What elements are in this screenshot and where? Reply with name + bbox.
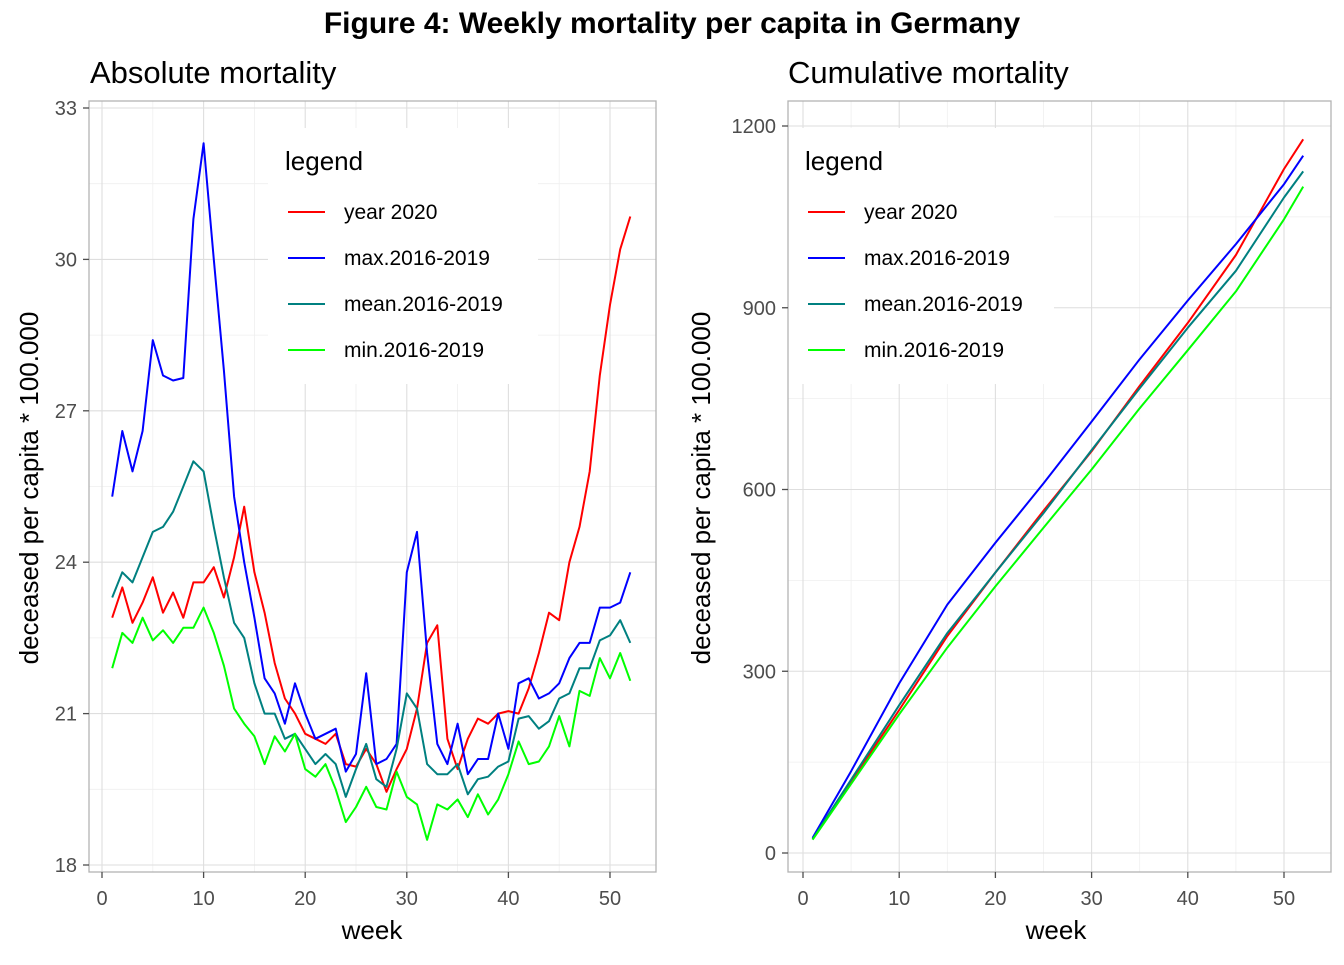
cumulative-axes: 0 10 20 30 40 50 0 300 600 900 1200 [732,100,1332,910]
absolute-series-mean-2016-2019 [111,460,632,798]
absolute-series-layer [111,142,632,841]
cumulative-legend-label-mean-2016-2019: mean.2016-2019 [864,293,1023,316]
absolute-mortality-title: Absolute mortality [90,55,337,90]
absolute-series-min-2016-2019 [111,606,632,841]
cumulative-grid [788,101,1331,872]
cumulative-legend-label-max-2016-2019: max.2016-2019 [864,247,1010,270]
absolute-legend-label-min-2016-2019: min.2016-2019 [344,339,484,362]
cumulative-legend-background [788,128,1054,384]
absolute-y-tick-label: 27 [55,401,77,423]
cumulative-series-mean-2016-2019 [811,170,1305,840]
absolute-mortality-panel: Absolute mortality legend year 2020 max.20… [14,55,657,945]
cumulative-x-tick-label: 50 [1273,888,1295,910]
cumulative-series-layer [811,138,1305,841]
cumulative-y-tick-label: 300 [743,661,776,683]
figure-title: Figure 4: Weekly mortality per capita in… [324,7,1021,40]
absolute-legend-background [268,128,538,384]
cumulative-x-axis-label: week [1025,915,1088,945]
cumulative-series-min-2016-2019 [811,186,1305,841]
cumulative-x-tick-label: 40 [1177,888,1199,910]
cumulative-y-tick-label: 900 [743,298,776,320]
cumulative-legend-label-min-2016-2019: min.2016-2019 [864,339,1004,362]
absolute-series-year-2020 [111,216,632,793]
cumulative-y-tick-label: 600 [743,480,776,502]
cumulative-y-tick-label: 1200 [732,116,777,138]
absolute-legend: legend year 2020 max.2016-2019 mean.2016-20… [268,128,538,384]
cumulative-y-tick-label: 0 [765,843,776,865]
absolute-x-tick-label: 50 [599,888,621,910]
cumulative-mortality-title: Cumulative mortality [788,55,1069,90]
absolute-legend-label-max-2016-2019: max.2016-2019 [344,247,490,270]
cumulative-x-tick-label: 30 [1080,888,1102,910]
absolute-legend-label-mean-2016-2019: mean.2016-2019 [344,293,503,316]
absolute-x-axis-label: week [341,915,404,945]
absolute-legend-label-year-2020: year 2020 [344,201,437,224]
cumulative-panel-border [787,100,1332,873]
absolute-legend-title: legend [285,146,363,176]
cumulative-mortality-panel: Cumulative mortality legend year 2020 max.… [686,55,1332,945]
cumulative-x-tick-label: 20 [984,888,1006,910]
absolute-x-tick-label: 0 [96,888,107,910]
absolute-y-tick-label: 30 [55,249,77,271]
cumulative-legend-label-year-2020: year 2020 [864,201,957,224]
absolute-panel-border [88,100,657,873]
absolute-series-max-2016-2019 [111,142,632,776]
absolute-y-tick-label: 21 [55,704,77,726]
cumulative-x-tick-label: 0 [797,888,808,910]
absolute-x-tick-label: 30 [396,888,418,910]
absolute-grid [89,101,656,872]
cumulative-legend: legend year 2020 max.2016-2019 mean.2016-20… [788,128,1054,384]
absolute-y-tick-label: 33 [55,98,77,120]
absolute-y-axis-label: deceased per capita * 100.000 [14,312,44,665]
absolute-y-tick-label: 24 [55,552,77,574]
absolute-y-tick-label: 18 [55,855,77,877]
absolute-x-tick-label: 40 [497,888,519,910]
cumulative-series-max-2016-2019 [811,155,1305,839]
absolute-x-tick-label: 20 [294,888,316,910]
cumulative-y-axis-label: deceased per capita * 100.000 [686,312,716,665]
absolute-x-tick-label: 10 [192,888,214,910]
cumulative-legend-title: legend [805,146,883,176]
absolute-axes: 0 10 20 30 40 50 18 21 24 27 30 33 [55,98,657,910]
cumulative-x-tick-label: 10 [888,888,910,910]
